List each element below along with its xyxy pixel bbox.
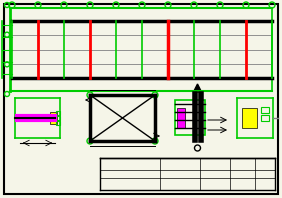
Bar — [56, 121, 60, 125]
Bar — [261, 115, 269, 121]
Bar — [242, 108, 257, 128]
Polygon shape — [193, 84, 202, 92]
Bar — [56, 116, 60, 120]
Bar — [175, 100, 205, 135]
Bar — [50, 112, 57, 124]
Bar — [56, 111, 60, 115]
Bar — [261, 107, 269, 113]
Bar — [177, 108, 185, 128]
